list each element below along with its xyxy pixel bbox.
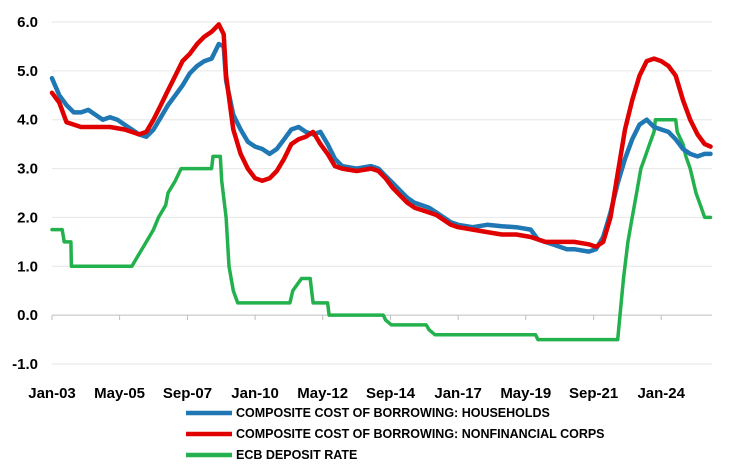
y-tick-label: 4.0 — [17, 112, 38, 129]
series-line-1 — [49, 22, 713, 249]
y-tick-label: -1.0 — [12, 356, 38, 373]
y-tick-label: 5.0 — [17, 63, 38, 80]
x-tick-label: May-12 — [297, 385, 348, 402]
x-tick-label: May-19 — [500, 385, 551, 402]
y-axis-labels: 6.0 5.0 4.0 3.0 2.0 1.0 0.0 -1.0 — [12, 14, 38, 373]
y-tick-label: 0.0 — [17, 307, 38, 324]
x-tick-label: Sep-07 — [163, 385, 212, 402]
x-tick-label: Jan-03 — [28, 385, 76, 402]
y-tick-label: 6.0 — [17, 14, 38, 31]
x-tick-label: Jan-10 — [231, 385, 279, 402]
x-tick-label: Sep-14 — [366, 385, 416, 402]
legend: COMPOSITE COST OF BORROWING: HOUSEHOLDS C… — [186, 406, 605, 462]
x-tick-label: May-05 — [94, 385, 145, 402]
x-tick-label: Sep-21 — [569, 385, 618, 402]
x-axis-ticks — [51, 315, 662, 321]
series-lines — [49, 22, 713, 342]
legend-label-0: COMPOSITE COST OF BORROWING: HOUSEHOLDS — [236, 406, 550, 420]
x-tick-label: Jan-24 — [637, 385, 685, 402]
y-gridlines — [52, 21, 712, 365]
y-tick-label: 2.0 — [17, 209, 38, 226]
y-tick-label: 1.0 — [17, 258, 38, 275]
series-line-2 — [50, 117, 713, 342]
x-tick-label: Jan-17 — [434, 385, 482, 402]
legend-label-2: ECB DEPOSIT RATE — [236, 448, 357, 462]
x-axis-labels: Jan-03 May-05 Sep-07 Jan-10 May-12 Sep-14 Jan-… — [28, 385, 685, 402]
y-tick-label: 3.0 — [17, 161, 38, 178]
legend-label-1: COMPOSITE COST OF BORROWING: NONFINANCIA… — [236, 427, 605, 441]
